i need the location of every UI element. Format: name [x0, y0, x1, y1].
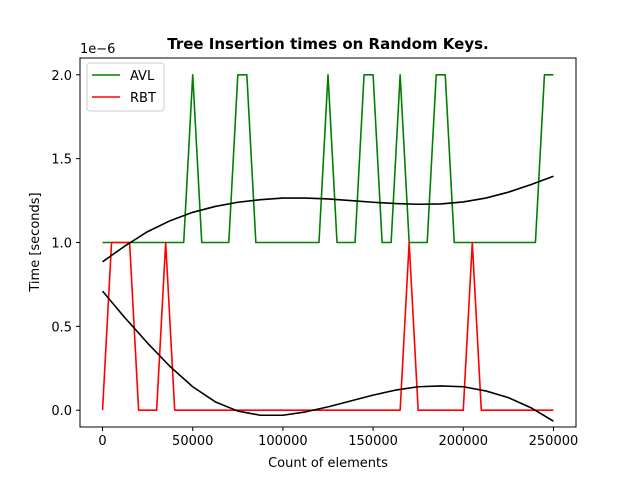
y-tick-label: 0.0	[51, 404, 72, 419]
series-line-trend-2	[101, 290, 554, 422]
y-tick-label: 2.0	[51, 69, 72, 84]
y-tick-label: 1.0	[51, 237, 72, 252]
x-tick-label: 50000	[172, 434, 213, 449]
y-offset-label: 1e−6	[80, 42, 115, 57]
x-tick-label: 150000	[348, 434, 398, 449]
series-line-avl	[102, 73, 554, 244]
x-tick-label: 250000	[529, 434, 579, 449]
y-tick-label: 0.5	[51, 320, 72, 335]
chart-title: Tree Insertion times on Random Keys.	[167, 35, 488, 53]
series-line-rbt	[101, 241, 554, 412]
x-tick-label: 100000	[258, 434, 308, 449]
legend-label-rbt: RBT	[130, 91, 156, 106]
axis-ticks: 0 50000 100000 150000 200000 250000 0.0 0.5 1.0 1…	[51, 69, 578, 449]
legend-label-avl: AVL	[130, 69, 155, 84]
plot-area	[101, 73, 554, 422]
x-tick-label: 200000	[438, 434, 488, 449]
x-axis-label: Count of elements	[268, 456, 388, 471]
legend: AVL RBT	[86, 62, 165, 112]
x-tick-label: 0	[98, 434, 106, 449]
y-tick-label: 1.5	[51, 153, 72, 168]
y-axis-label: Time [seconds]	[28, 192, 43, 292]
series-line-trend-1	[102, 175, 554, 263]
